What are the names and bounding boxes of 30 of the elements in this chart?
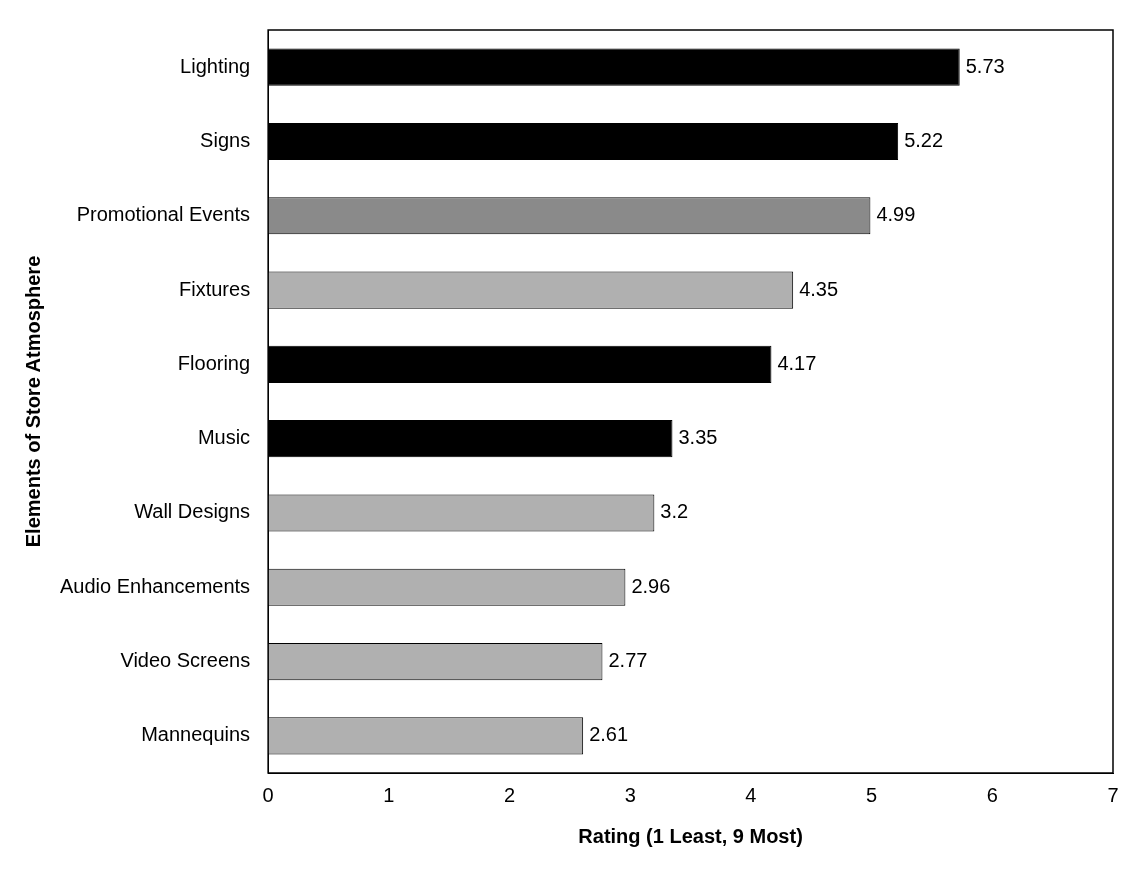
data-label: 3.2	[660, 500, 689, 523]
data-label: 4.17	[777, 351, 817, 374]
x-axis-title: Rating (1 Least, 9 Most)	[578, 824, 803, 847]
y-tick-label: Lighting	[180, 54, 251, 77]
x-tick-label: 1	[383, 783, 395, 806]
y-tick-label: Video Screens	[120, 649, 251, 672]
data-label: 5.73	[965, 54, 1005, 77]
x-tick-label: 7	[1107, 783, 1119, 806]
y-tick-label: Music	[197, 426, 251, 449]
x-tick-label: 4	[745, 783, 757, 806]
data-label: 4.99	[876, 203, 916, 226]
x-tick-label: 0	[262, 783, 274, 806]
y-tick-label: Wall Designs	[134, 500, 251, 523]
data-label: 2.61	[589, 723, 629, 746]
data-label: 3.35	[678, 426, 718, 449]
y-tick-label: Fixtures	[179, 277, 251, 300]
data-label: 2.77	[608, 649, 648, 672]
y-tick-label: Signs	[200, 128, 251, 151]
y-tick-label: Audio Enhancements	[59, 574, 251, 597]
y-tick-label: Mannequins	[141, 723, 251, 746]
x-tick-label: 2	[503, 783, 516, 806]
data-label: 4.35	[799, 277, 839, 300]
x-tick-label: 5	[866, 783, 878, 806]
data-label: 5.22	[904, 128, 944, 151]
x-tick-label: 6	[986, 783, 998, 806]
x-tick-label: 3	[624, 783, 636, 806]
data-label: 2.96	[631, 574, 671, 597]
y-tick-label: Promotional Events	[76, 203, 251, 226]
y-axis-title: Elements of Store Atmosphere	[21, 255, 44, 548]
y-tick-label: Flooring	[177, 351, 251, 374]
